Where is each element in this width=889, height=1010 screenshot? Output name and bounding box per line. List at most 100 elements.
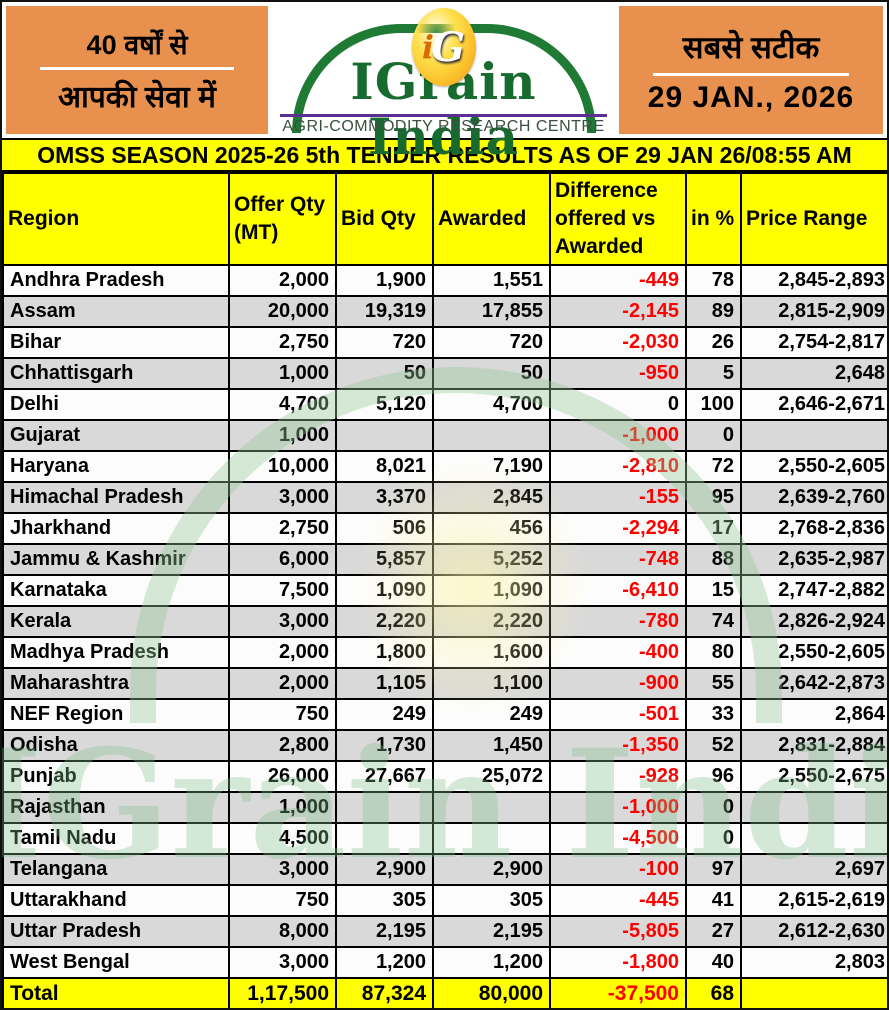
- col-header-difference: Difference offered vs Awarded: [549, 172, 687, 266]
- cell-price-range: 2,754-2,817: [740, 326, 887, 359]
- cell-awarded: [432, 419, 551, 452]
- cell-bid-qty: 8,021: [335, 450, 434, 483]
- cell-price-range: 2,615-2,619: [740, 884, 887, 917]
- cell-price-range: 2,803: [740, 946, 887, 979]
- cell-percent: 15: [685, 574, 742, 607]
- table-row: Haryana 10,000 8,021 7,190 -2,810 72 2,550-2,6…: [2, 450, 887, 483]
- cell-percent: 0: [685, 419, 742, 452]
- cell-region: Maharashtra: [2, 667, 230, 700]
- cell-bid-qty: 50: [335, 357, 434, 390]
- cell-region: Jammu & Kashmir: [2, 543, 230, 576]
- col-header-offer-qty: Offer Qty (MT): [228, 172, 337, 266]
- service-years-text: 40 वर्षों से: [86, 29, 188, 60]
- cell-offer-qty: 750: [228, 884, 337, 917]
- col-header-price-range: Price Range: [740, 172, 887, 266]
- cell-bid-qty: 5,120: [335, 388, 434, 421]
- col-header-awarded: Awarded: [432, 172, 551, 266]
- table-row: Chhattisgarh 1,000 50 50 -950 5 2,648: [2, 357, 887, 390]
- cell-total-price-range: [740, 977, 887, 1008]
- table-row: Punjab 26,000 27,667 25,072 -928 96 2,550-2,67…: [2, 760, 887, 793]
- cell-bid-qty: 19,319: [335, 295, 434, 328]
- cell-offer-qty: 1,000: [228, 791, 337, 824]
- cell-percent: 41: [685, 884, 742, 917]
- cell-difference: -5,805: [549, 915, 687, 948]
- tender-results-table: Region Offer Qty (MT) Bid Qty Awarded Di…: [2, 172, 887, 1008]
- cell-awarded: 50: [432, 357, 551, 390]
- cell-awarded: 2,195: [432, 915, 551, 948]
- cell-bid-qty: 27,667: [335, 760, 434, 793]
- col-header-percent: in %: [685, 172, 742, 266]
- cell-percent: 80: [685, 636, 742, 669]
- cell-difference: -449: [549, 264, 687, 297]
- table-row: Bihar 2,750 720 720 -2,030 26 2,754-2,817: [2, 326, 887, 359]
- cell-percent: 0: [685, 822, 742, 855]
- cell-bid-qty: 3,370: [335, 481, 434, 514]
- cell-price-range: 2,864: [740, 698, 887, 731]
- cell-awarded: [432, 822, 551, 855]
- cell-percent: 26: [685, 326, 742, 359]
- table-row: West Bengal 3,000 1,200 1,200 -1,800 40 2,803: [2, 946, 887, 979]
- cell-awarded: 2,845: [432, 481, 551, 514]
- table-row: Andhra Pradesh 2,000 1,900 1,551 -449 78 2,845…: [2, 264, 887, 297]
- divider: [40, 66, 234, 70]
- cell-percent: 100: [685, 388, 742, 421]
- cell-awarded: 305: [432, 884, 551, 917]
- cell-region: Uttar Pradesh: [2, 915, 230, 948]
- table-body: Andhra Pradesh 2,000 1,900 1,551 -449 78 2,845…: [2, 264, 887, 979]
- cell-awarded: 1,551: [432, 264, 551, 297]
- cell-region: Himachal Pradesh: [2, 481, 230, 514]
- cell-awarded: 1,200: [432, 946, 551, 979]
- cell-awarded: 5,252: [432, 543, 551, 576]
- cell-price-range: 2,768-2,836: [740, 512, 887, 545]
- cell-bid-qty: 1,730: [335, 729, 434, 762]
- cell-bid-qty: 720: [335, 326, 434, 359]
- cell-difference: -950: [549, 357, 687, 390]
- cell-difference: -100: [549, 853, 687, 886]
- cell-offer-qty: 2,800: [228, 729, 337, 762]
- cell-bid-qty: [335, 791, 434, 824]
- cell-bid-qty: 1,800: [335, 636, 434, 669]
- cell-price-range: 2,550-2,675: [740, 760, 887, 793]
- cell-percent: 0: [685, 791, 742, 824]
- masthead-right-box: सबसे सटीक 29 JAN., 2026: [619, 6, 883, 134]
- total-row: Total 1,17,500 87,324 80,000 -37,500 68: [2, 977, 887, 1008]
- cell-price-range: [740, 822, 887, 855]
- cell-difference: -928: [549, 760, 687, 793]
- cell-total-bid-qty: 87,324: [335, 977, 434, 1008]
- cell-bid-qty: [335, 822, 434, 855]
- cell-offer-qty: 2,000: [228, 667, 337, 700]
- cell-region: Gujarat: [2, 419, 230, 452]
- cell-difference: -1,000: [549, 791, 687, 824]
- cell-percent: 97: [685, 853, 742, 886]
- table-row: Jammu & Kashmir 6,000 5,857 5,252 -748 88 2,63…: [2, 543, 887, 576]
- cell-difference: -2,145: [549, 295, 687, 328]
- cell-offer-qty: 3,000: [228, 481, 337, 514]
- cell-offer-qty: 1,000: [228, 419, 337, 452]
- cell-region: Kerala: [2, 605, 230, 638]
- cell-region: Uttarakhand: [2, 884, 230, 917]
- table-row: Madhya Pradesh 2,000 1,800 1,600 -400 80 2,550…: [2, 636, 887, 669]
- cell-awarded: 25,072: [432, 760, 551, 793]
- cell-difference: -1,000: [549, 419, 687, 452]
- table-row: Gujarat 1,000 -1,000 0: [2, 419, 887, 452]
- cell-bid-qty: 2,220: [335, 605, 434, 638]
- col-header-region: Region: [2, 172, 230, 266]
- table-row: Delhi 4,700 5,120 4,700 0 100 2,646-2,671: [2, 388, 887, 421]
- masthead-left-box: 40 वर्षों से आपकी सेवा में: [6, 6, 268, 134]
- cell-price-range: 2,646-2,671: [740, 388, 887, 421]
- cell-region: Telangana: [2, 853, 230, 886]
- cell-region: Odisha: [2, 729, 230, 762]
- cell-offer-qty: 6,000: [228, 543, 337, 576]
- cell-bid-qty: 249: [335, 698, 434, 731]
- cell-awarded: 1,600: [432, 636, 551, 669]
- cell-difference: -400: [549, 636, 687, 669]
- cell-offer-qty: 26,000: [228, 760, 337, 793]
- cell-bid-qty: 2,900: [335, 853, 434, 886]
- report-date: 29 JAN., 2026: [647, 80, 855, 114]
- table-row: Uttarakhand 750 305 305 -445 41 2,615-2,619: [2, 884, 887, 917]
- cell-price-range: 2,550-2,605: [740, 450, 887, 483]
- cell-region: Assam: [2, 295, 230, 328]
- cell-bid-qty: 305: [335, 884, 434, 917]
- cell-difference: -780: [549, 605, 687, 638]
